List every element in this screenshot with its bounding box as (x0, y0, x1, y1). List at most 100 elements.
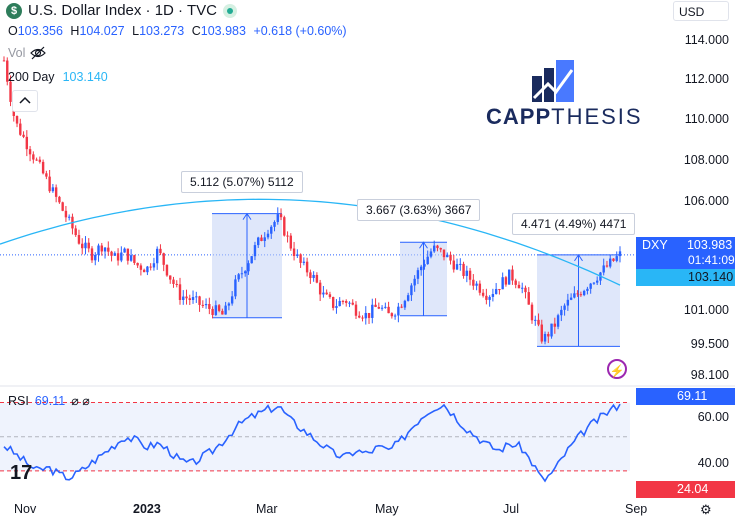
candle-body (602, 265, 605, 273)
candle-body (48, 176, 51, 192)
candle-body (270, 226, 273, 234)
capp-thesis-logo-icon (532, 60, 574, 102)
price-axis-label: 112.000 (684, 72, 729, 86)
ma-legend[interactable]: 200 Day 103.140 (8, 70, 108, 84)
chevron-up-icon[interactable] (12, 90, 38, 112)
candle-body (139, 265, 143, 270)
high-value: 104.027 (79, 24, 125, 38)
candle-body (364, 312, 367, 319)
candle-body (61, 202, 64, 211)
candle-body (211, 308, 214, 315)
candle-body (133, 255, 136, 263)
gear-icon[interactable]: ⚙ (700, 502, 712, 517)
candle-body (338, 300, 341, 307)
x-axis-label: Nov (14, 502, 37, 516)
candle-body (433, 245, 436, 252)
candle-body (2, 60, 6, 62)
candle-body (9, 81, 12, 102)
price-axis-label: 106.000 (683, 194, 729, 208)
candle-body (116, 253, 120, 261)
candle-body (374, 304, 377, 307)
candle-body (35, 159, 38, 161)
candle-body (358, 315, 361, 318)
candle-body (74, 228, 77, 236)
candle-body (100, 245, 103, 252)
rsi-low-tag: 24.04 (636, 481, 735, 498)
candle-body (436, 245, 439, 249)
candle-body (419, 266, 423, 271)
candle-body (51, 187, 55, 192)
candle-body (504, 277, 508, 285)
candle-body (468, 270, 472, 280)
candle-body (566, 299, 570, 306)
candle-body (455, 264, 459, 270)
dxy-price: 103.983 (686, 238, 733, 252)
ma-value: 103.140 (62, 70, 108, 84)
chart-header[interactable]: $ U.S. Dollar Index · 1D · TVC (6, 2, 237, 19)
candle-body (6, 60, 9, 82)
candle-body (475, 283, 478, 286)
candle-body (413, 278, 416, 286)
candle-body (253, 245, 257, 257)
candle-body (579, 294, 583, 296)
candle-body (331, 297, 335, 308)
symbol-title[interactable]: U.S. Dollar Index · 1D · TVC (28, 2, 217, 19)
candle-body (312, 274, 315, 279)
candle-body (322, 292, 325, 295)
candle-body (345, 301, 348, 303)
price-axis-label: 99.500 (690, 337, 729, 351)
candle-body (266, 233, 270, 238)
price-axis-label: 110.000 (684, 112, 729, 126)
candle-body (354, 304, 358, 316)
price-axis-label: 101.000 (683, 303, 729, 317)
volume-indicator[interactable]: Vol (8, 46, 47, 60)
candle-body (335, 306, 338, 308)
candle-body (172, 279, 175, 284)
price-axis-label: 108.000 (683, 153, 729, 167)
ohlc-readout: O103.356 H104.027 L103.273 C103.983 +0.6… (8, 24, 351, 38)
candle-body (543, 333, 547, 342)
candle-body (315, 274, 319, 283)
candle-body (410, 285, 413, 296)
candle-body (289, 235, 293, 249)
candle-body (609, 258, 612, 267)
candle-body (273, 221, 276, 227)
candle-body (247, 263, 250, 272)
candle-body (452, 260, 455, 270)
candle-body (87, 242, 90, 249)
candle-body (501, 277, 504, 290)
eye-hidden-icon[interactable] (30, 46, 47, 60)
candle-body (573, 293, 576, 298)
candle-body (459, 263, 462, 265)
candle-body (237, 274, 240, 280)
lightning-icon[interactable]: ⚡ (607, 359, 627, 379)
candle-body (198, 296, 201, 305)
x-axis-label: Jul (503, 502, 519, 516)
currency-label: USD (679, 5, 705, 19)
empty-set-icon: ⌀ ⌀ (71, 394, 90, 408)
ma-price: 103.140 (688, 270, 734, 284)
symbol-badge: $ (6, 2, 22, 19)
rsi-line (3, 403, 621, 483)
candle-body (341, 300, 345, 302)
candle-body (185, 296, 188, 299)
candle-body (142, 269, 146, 273)
candle-body (240, 273, 244, 275)
candle-body (380, 307, 384, 309)
candle-body (553, 323, 557, 327)
rsi-legend[interactable]: RSI 69.11 ⌀ ⌀ (8, 393, 90, 409)
candle-body (472, 279, 475, 286)
rsi-label: RSI (8, 393, 29, 408)
candle-body (371, 304, 374, 318)
candle-body (276, 214, 279, 222)
x-axis-label: Mar (256, 502, 278, 516)
candle-body (123, 248, 126, 253)
candle-body (397, 306, 400, 316)
tradingview-logo-icon[interactable]: 17 (10, 462, 33, 484)
candle-body (498, 289, 501, 291)
candle-body (517, 284, 521, 289)
candle-body (586, 288, 589, 291)
price-axis-label: 114.000 (684, 33, 729, 47)
currency-dropdown[interactable]: USD (673, 1, 729, 21)
